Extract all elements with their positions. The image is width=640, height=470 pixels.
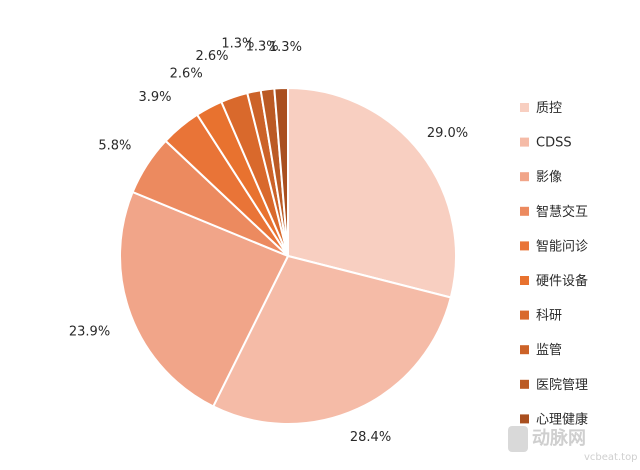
legend-swatch-1 — [520, 103, 529, 112]
watermark: 动脉网 vcbeat.top — [508, 426, 638, 463]
data-label-5: 3.9% — [139, 90, 172, 105]
data-label-3: 23.9% — [69, 325, 110, 340]
legend-label-6: 硬件设备 — [536, 273, 588, 289]
legend-swatch-3 — [520, 172, 529, 182]
pie-slice-10 — [273, 86, 289, 257]
pie-slice-1 — [287, 86, 457, 299]
pie-slice-3 — [119, 190, 290, 408]
pie-slice-2 — [211, 254, 453, 425]
watermark-brand: 动脉网 — [532, 427, 586, 449]
data-label-10: 1.3% — [269, 40, 302, 55]
legend-label-7: 科研 — [536, 309, 562, 324]
legend-label-2: CDSS — [536, 136, 572, 151]
data-label-8: 1.3% — [221, 37, 254, 52]
watermark-logo-icon — [508, 426, 528, 452]
legend-label-9: 医院管理 — [536, 378, 588, 393]
pie-slices — [119, 86, 457, 425]
watermark-url: vcbeat.top — [584, 452, 638, 463]
legend-swatch-10 — [520, 414, 529, 424]
legend-swatch-7 — [520, 310, 529, 320]
data-label-7: 2.6% — [196, 49, 229, 64]
legend-swatch-4 — [520, 206, 529, 216]
data-labels: 29.0%28.4%23.9%5.8%3.9%2.6%2.6%1.3%1.3%1… — [69, 37, 468, 445]
legend-swatch-5 — [520, 241, 529, 251]
legend-swatch-6 — [520, 276, 529, 285]
legend-label-5: 智能问诊 — [536, 239, 588, 254]
legend-label-10: 心理健康 — [536, 411, 588, 427]
legend-label-8: 监管 — [536, 343, 562, 358]
legend-swatch-9 — [520, 379, 529, 389]
data-label-4: 5.8% — [98, 138, 131, 153]
legend-label-1: 质控 — [536, 101, 562, 116]
legend-swatch-8 — [520, 345, 529, 355]
data-label-2: 28.4% — [350, 430, 391, 445]
data-label-6: 2.6% — [170, 66, 203, 81]
legend-label-3: 影像 — [536, 170, 562, 185]
data-label-9: 1.3% — [246, 40, 279, 55]
legend-swatch-2 — [520, 137, 529, 147]
legend-label-4: 智慧交互 — [536, 204, 588, 220]
data-label-1: 29.0% — [427, 126, 468, 141]
